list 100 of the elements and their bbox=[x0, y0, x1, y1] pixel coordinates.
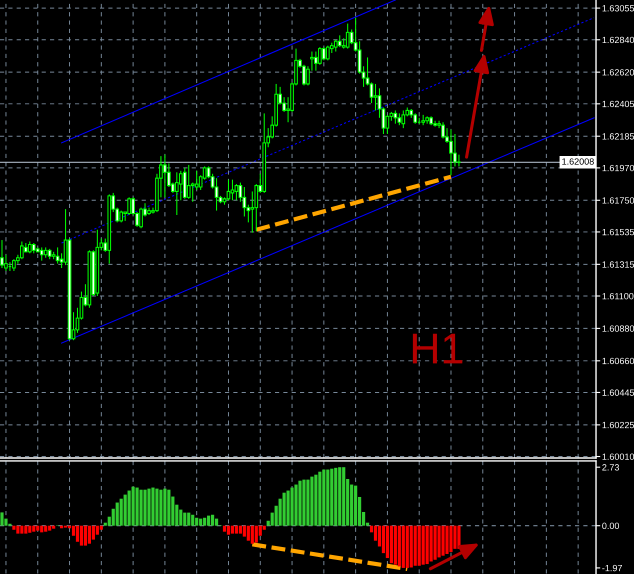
bar bbox=[286, 490, 290, 526]
bar bbox=[128, 490, 131, 526]
bar bbox=[155, 488, 159, 526]
bar bbox=[238, 526, 242, 534]
bar bbox=[338, 467, 342, 526]
bar bbox=[132, 486, 135, 526]
annotation: H1 bbox=[412, 334, 462, 364]
bar bbox=[226, 526, 230, 535]
bar bbox=[445, 526, 449, 554]
candlestick bbox=[12, 258, 16, 272]
bar bbox=[430, 526, 433, 562]
bar bbox=[294, 484, 298, 526]
bar bbox=[441, 526, 445, 556]
bar bbox=[44, 526, 48, 532]
bar bbox=[124, 494, 127, 526]
bar bbox=[48, 526, 52, 531]
bar bbox=[334, 468, 338, 526]
bar bbox=[306, 480, 310, 526]
candlestick bbox=[186, 164, 191, 200]
y-tick-label: 1.63055 bbox=[602, 5, 634, 12]
bar bbox=[250, 526, 254, 544]
candlestick bbox=[174, 172, 179, 216]
bar bbox=[210, 514, 214, 526]
bar bbox=[159, 490, 163, 526]
bar bbox=[12, 526, 16, 530]
bar bbox=[414, 526, 417, 566]
candlestick bbox=[326, 45, 330, 61]
bar bbox=[207, 516, 210, 526]
candlestick bbox=[398, 112, 402, 126]
y-tick-label: 1.60880 bbox=[602, 325, 634, 332]
bar bbox=[449, 526, 453, 552]
candlestick bbox=[334, 39, 338, 52]
bar bbox=[76, 526, 80, 542]
bar bbox=[230, 526, 234, 534]
bar bbox=[314, 474, 318, 526]
bar bbox=[199, 518, 202, 526]
candlestick bbox=[441, 122, 445, 139]
bar bbox=[135, 488, 139, 526]
bar bbox=[20, 526, 24, 534]
bar bbox=[282, 492, 286, 526]
bar bbox=[330, 468, 334, 526]
bar bbox=[410, 526, 413, 568]
bar bbox=[120, 498, 123, 526]
candlestick bbox=[322, 46, 326, 61]
bar bbox=[28, 526, 32, 533]
bar bbox=[290, 488, 294, 526]
y-tick-label: 2.73 bbox=[602, 464, 620, 471]
y-tick-label: 1.62185 bbox=[602, 133, 634, 140]
bar bbox=[116, 502, 119, 526]
bar bbox=[88, 526, 91, 544]
y-tick-label: 1.62620 bbox=[602, 69, 634, 76]
bar bbox=[298, 480, 302, 526]
y-tick-label: 1.62840 bbox=[602, 36, 634, 44]
bar bbox=[183, 512, 186, 526]
bar bbox=[453, 526, 457, 549]
candlestick bbox=[40, 246, 44, 262]
y-tick-label: 0.00 bbox=[602, 522, 620, 530]
candlestick bbox=[449, 129, 453, 176]
bar bbox=[302, 480, 306, 526]
candlestick bbox=[127, 196, 131, 216]
candlestick bbox=[401, 110, 406, 129]
candlestick bbox=[119, 210, 124, 223]
candlestick bbox=[194, 170, 199, 190]
bar bbox=[40, 526, 44, 532]
y-tick-label: 1.60660 bbox=[602, 358, 634, 364]
bar bbox=[195, 518, 198, 526]
bar bbox=[163, 488, 166, 526]
bar bbox=[234, 526, 238, 534]
candlestick bbox=[346, 23, 350, 50]
y-tick-label: 1.61970 bbox=[602, 164, 634, 172]
bar bbox=[310, 476, 314, 526]
bar bbox=[147, 488, 151, 526]
bar bbox=[326, 470, 330, 526]
candlestick bbox=[32, 242, 36, 254]
candlestick bbox=[48, 248, 52, 260]
bar bbox=[143, 490, 147, 526]
bar bbox=[0, 512, 4, 526]
y-tick-label: -1.97 bbox=[602, 564, 622, 572]
y-tick-label: 1.61100 bbox=[602, 292, 634, 300]
candlestick bbox=[139, 207, 143, 229]
candlestick bbox=[234, 184, 238, 201]
bar bbox=[402, 526, 405, 568]
candlestick bbox=[20, 240, 24, 260]
bar bbox=[36, 526, 40, 531]
bar bbox=[151, 488, 155, 526]
bar bbox=[24, 526, 28, 534]
bar bbox=[422, 526, 425, 565]
bar bbox=[16, 526, 20, 534]
bar bbox=[406, 526, 409, 568]
bar bbox=[390, 526, 393, 564]
candlestick bbox=[374, 83, 378, 111]
bar bbox=[52, 526, 56, 529]
candlestick bbox=[28, 240, 32, 254]
bar bbox=[437, 526, 441, 558]
bar bbox=[84, 526, 88, 546]
bar bbox=[342, 467, 346, 526]
candlestick bbox=[226, 179, 230, 201]
bar bbox=[354, 486, 358, 526]
bar bbox=[254, 526, 258, 543]
candlestick bbox=[242, 186, 246, 217]
